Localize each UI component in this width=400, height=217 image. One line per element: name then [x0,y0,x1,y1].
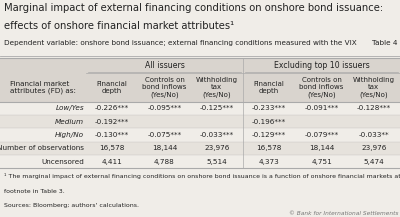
Text: 18,144: 18,144 [152,145,177,151]
Text: Medium: Medium [55,119,84,125]
Text: Controls on
bond inflows
(Yes/No): Controls on bond inflows (Yes/No) [142,77,187,98]
Text: Sources: Bloomberg; authors' calculations.: Sources: Bloomberg; authors' calculation… [4,203,139,208]
Text: -0.125***: -0.125*** [200,105,234,111]
Text: 16,578: 16,578 [256,145,282,151]
Text: -0.192***: -0.192*** [95,119,129,125]
Text: Marginal impact of external financing conditions on onshore bond issuance:: Marginal impact of external financing co… [4,3,383,13]
Text: © Bank for International Settlements: © Bank for International Settlements [289,211,398,216]
Text: footnote in Table 3.: footnote in Table 3. [4,189,65,194]
Bar [0,142,400,155]
Bar [0,128,400,142]
Text: 23,976: 23,976 [204,145,230,151]
Text: Financial
depth: Financial depth [97,81,128,94]
Text: All issuers: All issuers [144,61,184,70]
Text: -0.226***: -0.226*** [95,105,129,111]
Bar [0,115,400,128]
Text: 4,411: 4,411 [102,159,122,164]
Text: Controls on
bond inflows
(Yes/No): Controls on bond inflows (Yes/No) [299,77,344,98]
Text: -0.075***: -0.075*** [147,132,182,138]
Text: -0.233***: -0.233*** [252,105,286,111]
Text: Table 4: Table 4 [372,40,398,46]
Text: -0.079***: -0.079*** [304,132,339,138]
Text: 18,144: 18,144 [309,145,334,151]
Text: -0.128***: -0.128*** [357,105,391,111]
Bar [0,155,400,168]
Text: Dependent variable: onshore bond issuance; external financing conditions measure: Dependent variable: onshore bond issuanc… [4,40,357,46]
Text: Excluding top 10 issuers: Excluding top 10 issuers [274,61,369,70]
Text: Number of observations: Number of observations [0,145,84,151]
Text: Financial
depth: Financial depth [254,81,285,94]
Text: Low/Yes: Low/Yes [55,105,84,111]
Text: 4,788: 4,788 [154,159,175,164]
Text: -0.091***: -0.091*** [304,105,339,111]
Text: High/No: High/No [55,132,84,138]
Text: 23,976: 23,976 [361,145,386,151]
Bar [0,58,400,102]
Text: 5,474: 5,474 [364,159,384,164]
Text: -0.033**: -0.033** [358,132,389,138]
Text: 16,578: 16,578 [100,145,125,151]
Text: 5,514: 5,514 [206,159,227,164]
Text: 4,751: 4,751 [311,159,332,164]
Bar [0,102,400,115]
Text: Withholding
tax
(Yes/No): Withholding tax (Yes/No) [196,77,238,98]
Text: -0.033***: -0.033*** [200,132,234,138]
Text: 4,373: 4,373 [259,159,280,164]
Text: -0.196***: -0.196*** [252,119,286,125]
Text: Withholding
tax
(Yes/No): Withholding tax (Yes/No) [353,77,395,98]
Text: -0.095***: -0.095*** [147,105,182,111]
Text: Financial market
attributes (FD) as:: Financial market attributes (FD) as: [10,81,76,94]
Text: -0.130***: -0.130*** [95,132,129,138]
Text: ¹ The marginal impact of external financing conditions on onshore bond issuance : ¹ The marginal impact of external financ… [4,173,400,179]
Text: -0.129***: -0.129*** [252,132,286,138]
Text: effects of onshore financial market attributes¹: effects of onshore financial market attr… [4,21,234,31]
Text: Uncensored: Uncensored [41,159,84,164]
